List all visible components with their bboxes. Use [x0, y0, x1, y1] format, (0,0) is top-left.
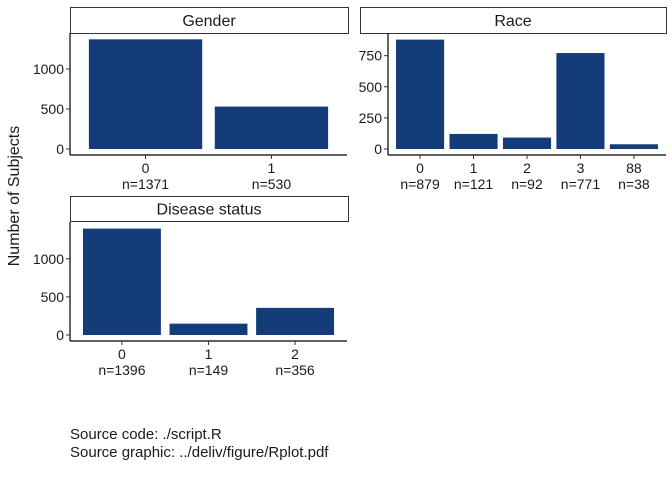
bar [449, 133, 498, 149]
x-count-label: n=356 [275, 362, 315, 378]
x-count-label: n=879 [400, 176, 440, 192]
x-tick-label: 0 [118, 346, 126, 362]
x-tick-label: 1 [470, 160, 478, 176]
bar [82, 228, 161, 335]
bar [214, 106, 329, 149]
y-tick-label: 0 [56, 327, 64, 343]
y-tick-label: 500 [359, 79, 383, 95]
x-tick-label: 88 [626, 160, 642, 176]
facet-strip [70, 196, 349, 222]
y-tick-label: 500 [41, 101, 65, 117]
x-tick-label: 1 [268, 160, 276, 176]
bar [396, 39, 445, 149]
x-count-label: n=530 [252, 176, 292, 192]
bar [502, 137, 552, 149]
y-tick-label: 500 [41, 289, 65, 305]
facet-strip [360, 7, 667, 34]
caption-source-graphic: Source graphic: ../deliv/figure/Rplot.pd… [70, 444, 329, 461]
facet-title: Disease status [157, 202, 262, 219]
bar [556, 53, 605, 150]
y-tick-label: 250 [359, 110, 383, 126]
x-tick-label: 0 [142, 160, 150, 176]
bar [609, 144, 658, 149]
bar [256, 307, 335, 335]
bar [88, 39, 203, 149]
y-tick-label: 0 [374, 141, 382, 157]
x-tick-label: 2 [291, 346, 299, 362]
caption-source-code: Source code: ./script.R [70, 426, 222, 443]
x-count-label: n=1371 [122, 176, 169, 192]
bar [169, 323, 248, 335]
x-tick-label: 1 [205, 346, 213, 362]
x-count-label: n=771 [561, 176, 601, 192]
y-tick-label: 750 [359, 48, 383, 64]
x-tick-label: 3 [577, 160, 585, 176]
x-tick-label: 0 [416, 160, 424, 176]
y-tick-label: 1000 [33, 251, 64, 267]
x-count-label: n=121 [454, 176, 494, 192]
x-count-label: n=1396 [98, 362, 145, 378]
y-tick-label: 1000 [33, 61, 64, 77]
facet-title: Gender [182, 13, 236, 30]
y-tick-label: 0 [56, 141, 64, 157]
facet-title: Race [494, 13, 531, 30]
x-count-label: n=149 [189, 362, 229, 378]
y-axis-label: Number of Subjects [6, 126, 23, 267]
x-count-label: n=38 [618, 176, 650, 192]
facet-strip [70, 7, 349, 34]
x-tick-label: 2 [523, 160, 531, 176]
x-count-label: n=92 [511, 176, 543, 192]
